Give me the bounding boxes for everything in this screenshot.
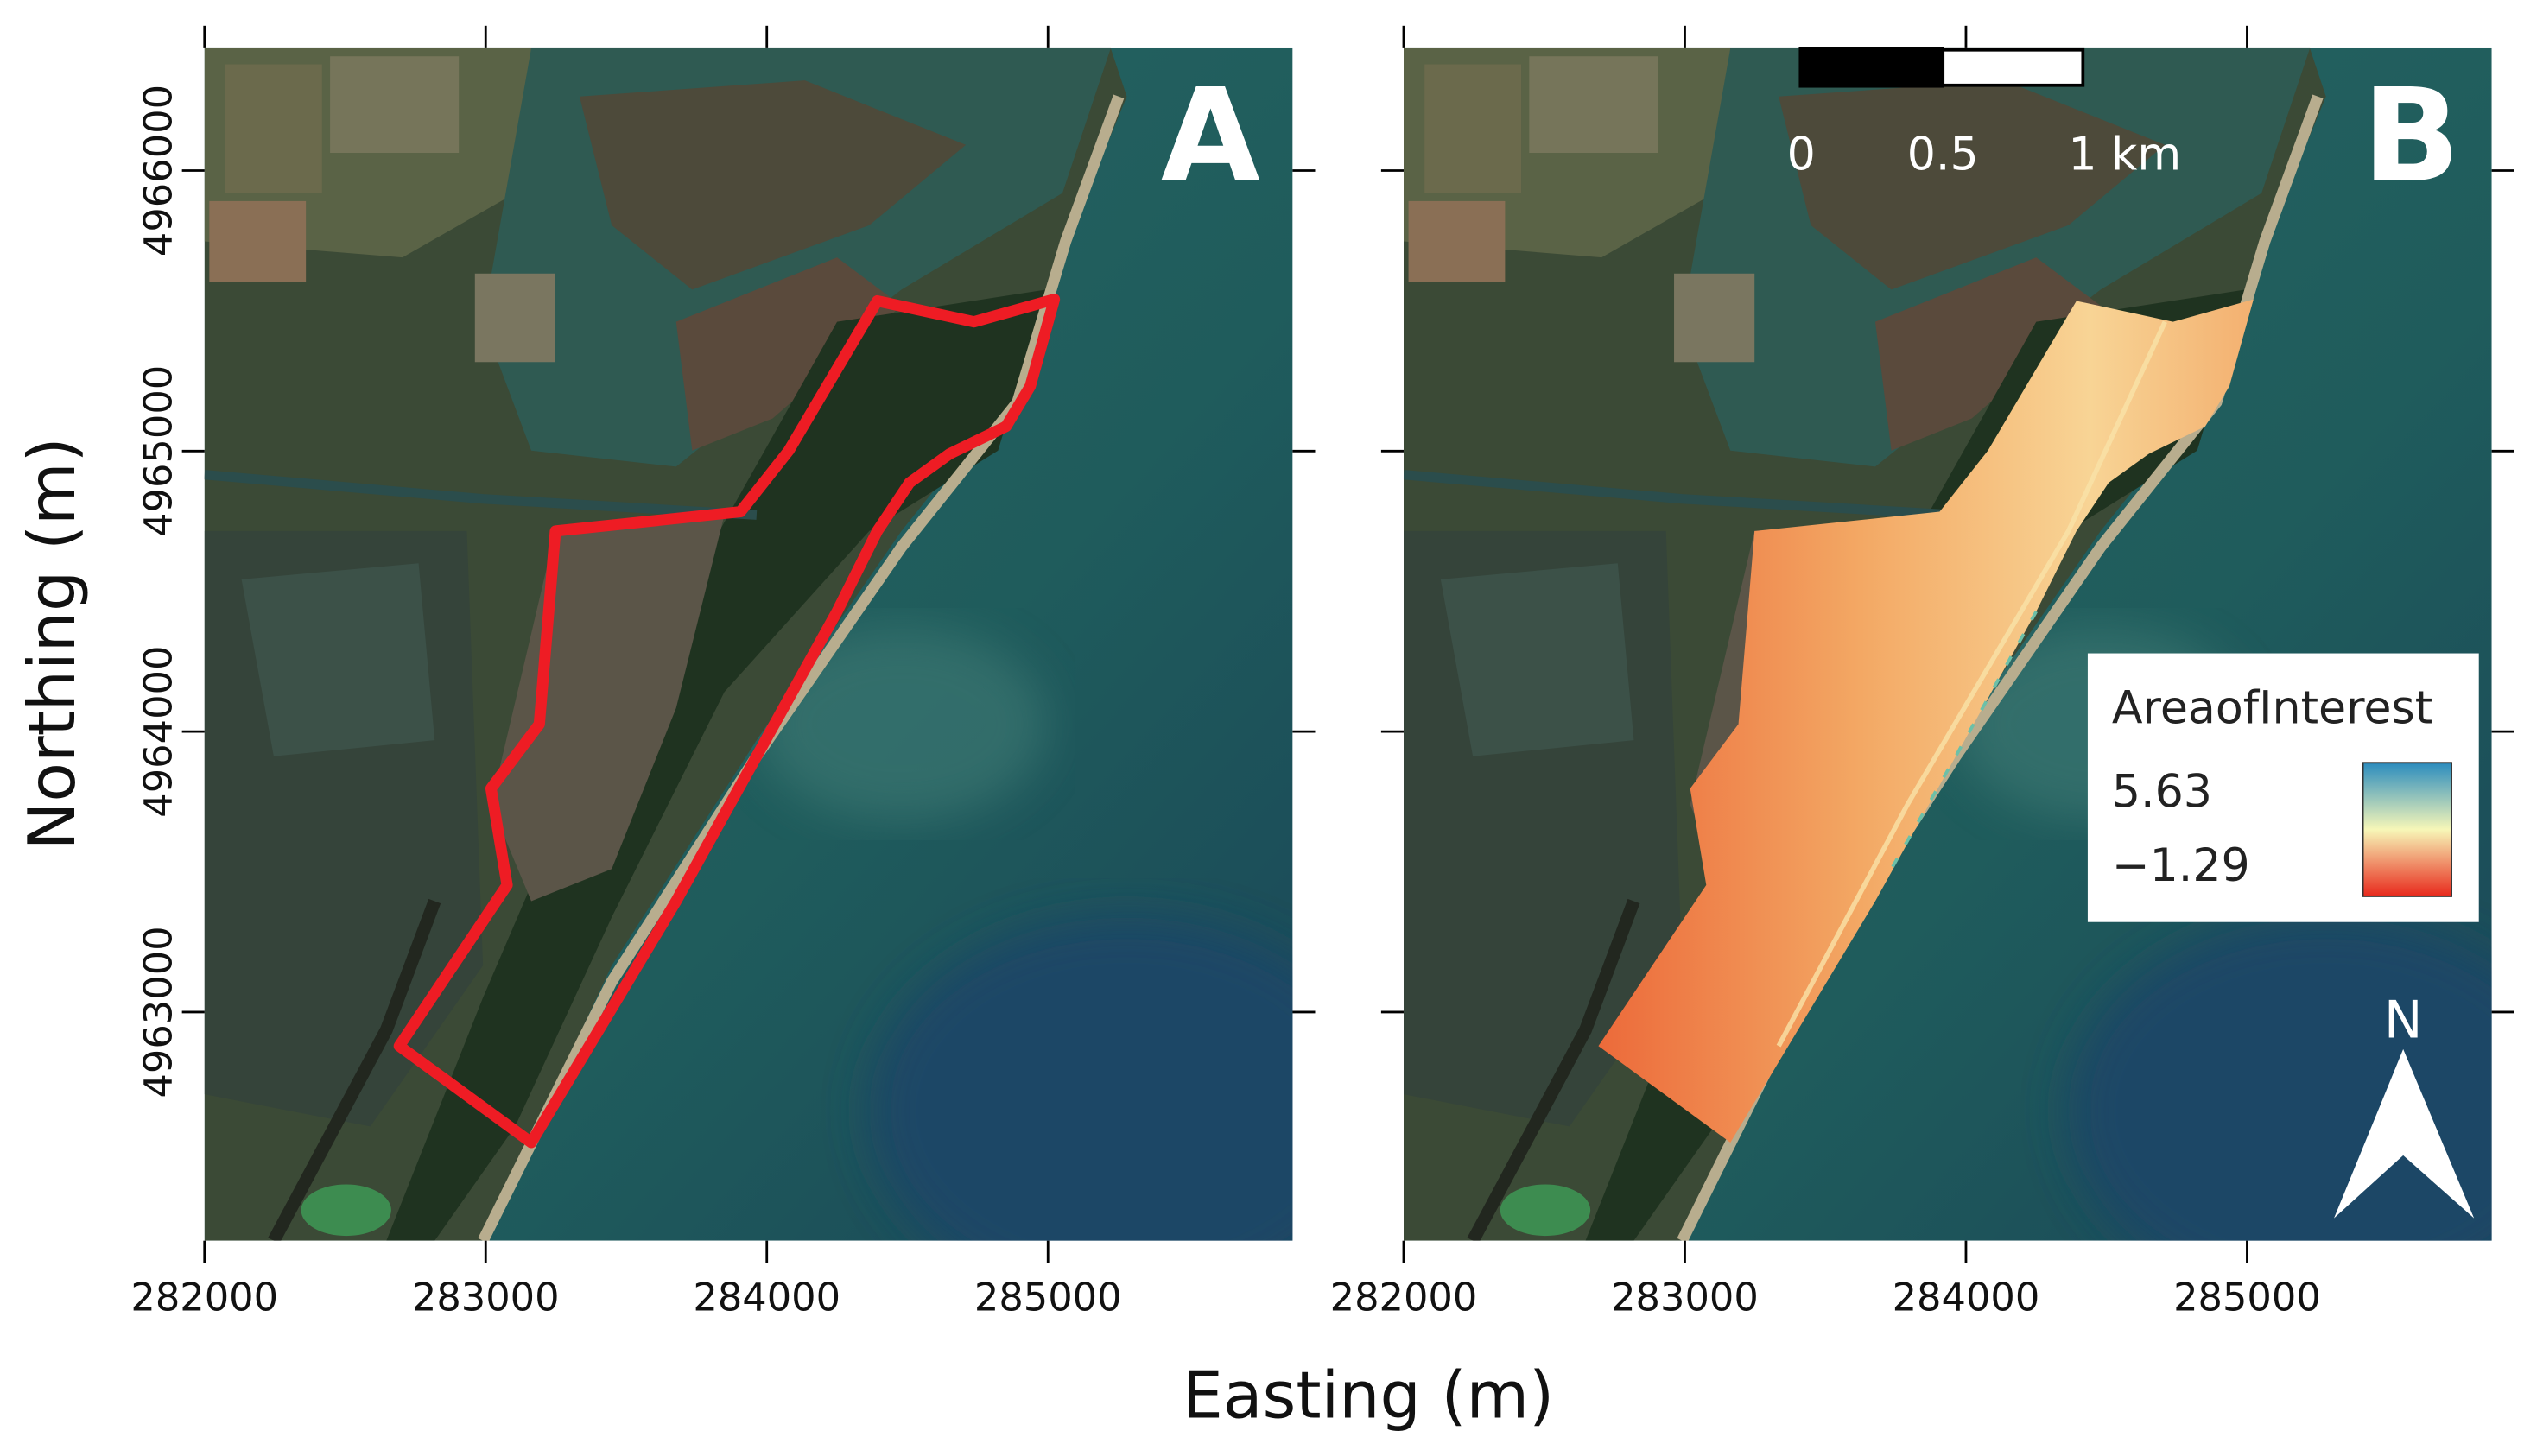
x-tick-label: 282000 (130, 1275, 278, 1320)
legend-max: 5.63 (2112, 767, 2212, 819)
scale-bar-label: 0 (1787, 130, 1816, 181)
legend-title: AreaofInterest (2112, 683, 2432, 735)
panel-label: A (1161, 62, 1260, 212)
satellite-image (205, 48, 1385, 1303)
x-tick-label: 283000 (412, 1275, 560, 1320)
x-tick-label: 284000 (693, 1275, 840, 1320)
scale-bar-segment (1941, 47, 2085, 87)
y-tick-label: 4965000 (135, 365, 181, 537)
y-tick-label: 4964000 (135, 646, 181, 818)
panel-a: A (205, 48, 1385, 1303)
color-bar (2362, 762, 2452, 897)
legend-min: −1.29 (2112, 840, 2250, 892)
area-of-interest-outline (393, 294, 1061, 1149)
scale-bar-segment (1798, 47, 1944, 88)
x-tick-label: 284000 (1893, 1275, 2040, 1320)
north-arrow-shape (2334, 1048, 2475, 1219)
x-tick-label: 282000 (1330, 1275, 1478, 1320)
panel-label: B (2362, 62, 2461, 212)
area-of-interest-raster (1598, 299, 2254, 1143)
north-arrow: N (2334, 991, 2475, 1219)
y-tick-label: 4963000 (135, 926, 181, 1098)
axes: 282000 283000 284000 285000 4963000 4964000 49… (130, 25, 2514, 1320)
x-tick-label: 283000 (1611, 1275, 1759, 1320)
x-tick-label: 285000 (974, 1275, 1122, 1320)
scale-bar-label: 0.5 (1907, 130, 1979, 181)
raster-feature (1889, 611, 2038, 870)
y-axis-title: Northing (m) (15, 437, 90, 850)
scale-bar-label: 1 km (2068, 130, 2181, 181)
north-label: N (2384, 991, 2423, 1051)
legend: AreaofInterest 5.63 −1.29 (2087, 653, 2479, 922)
x-axis-title: Easting (m) (1183, 1358, 1554, 1434)
raster-feature (1776, 320, 2167, 1048)
scale-bar: 0 0.5 1 km (1787, 47, 2181, 181)
panel-b: B 0 0.5 1 km AreaofInterest 5.63 −1.29 N (1404, 48, 2524, 1303)
y-tick-label: 4966000 (135, 85, 181, 256)
x-tick-label: 285000 (2173, 1275, 2321, 1320)
